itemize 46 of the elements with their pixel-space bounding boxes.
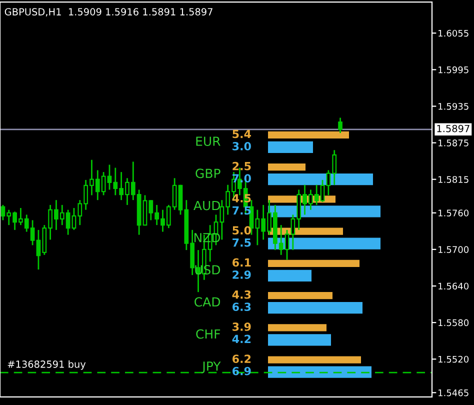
bar bbox=[268, 141, 313, 153]
ref-line-label: 1.5897 bbox=[437, 124, 470, 132]
bar bbox=[268, 292, 332, 300]
data-label: 2.9 bbox=[232, 270, 251, 279]
data-label: 3.9 bbox=[232, 322, 251, 331]
y-tick-label: 1.5875 bbox=[438, 140, 468, 146]
bar bbox=[268, 302, 362, 314]
data-label: 2.5 bbox=[232, 162, 251, 170]
ref-line-label: #13682591 buy bbox=[8, 360, 86, 370]
text: GBPUSD,H1 1.5909 1.5916 1.5891 1.5897 bbox=[4, 8, 212, 16]
bar bbox=[268, 366, 372, 378]
y-tick-label: 1.5935 bbox=[438, 102, 468, 110]
data-label: 6.2 bbox=[232, 354, 251, 364]
data-label: 4.3 bbox=[232, 290, 251, 299]
y-tick-label: 1.5580 bbox=[438, 319, 469, 326]
bar bbox=[268, 334, 331, 346]
data-label: 3.0 bbox=[232, 142, 251, 150]
y-tick-label: 1.5465 bbox=[438, 389, 468, 396]
data-label: 6.9 bbox=[232, 366, 251, 376]
data-label: 4.2 bbox=[232, 334, 251, 343]
y-tick-label: 1.5760 bbox=[438, 210, 469, 216]
y-tick-label: JPY bbox=[202, 362, 221, 374]
y-tick-label: CAD bbox=[194, 297, 220, 307]
bar bbox=[268, 260, 360, 267]
y-tick-label: GBP bbox=[196, 168, 220, 178]
bar bbox=[268, 324, 326, 332]
bar bbox=[268, 131, 349, 138]
y-tick-label: AUD bbox=[194, 200, 220, 210]
bar bbox=[268, 174, 373, 186]
bar bbox=[268, 356, 361, 364]
bar bbox=[268, 270, 312, 282]
data-label: 5.0 bbox=[232, 226, 251, 235]
data-label: 6.1 bbox=[232, 258, 251, 267]
y-tick-label: 1.5815 bbox=[438, 176, 468, 183]
data-label: 7.5 bbox=[232, 238, 251, 247]
y-tick-label: 1.6055 bbox=[438, 30, 468, 37]
y-tick-label: 1.5520 bbox=[438, 356, 469, 363]
y-tick-label: 1.5995 bbox=[438, 66, 468, 74]
y-tick-label: EUR bbox=[196, 136, 220, 146]
data-label: 6.3 bbox=[232, 302, 251, 312]
y-tick-label: CHF bbox=[196, 329, 220, 339]
y-tick-label: 1.5640 bbox=[438, 282, 469, 290]
bar bbox=[268, 164, 306, 171]
data-label: 5.4 bbox=[232, 130, 251, 138]
y-tick-label: 1.5700 bbox=[438, 246, 469, 253]
candlestick bbox=[338, 117, 342, 134]
